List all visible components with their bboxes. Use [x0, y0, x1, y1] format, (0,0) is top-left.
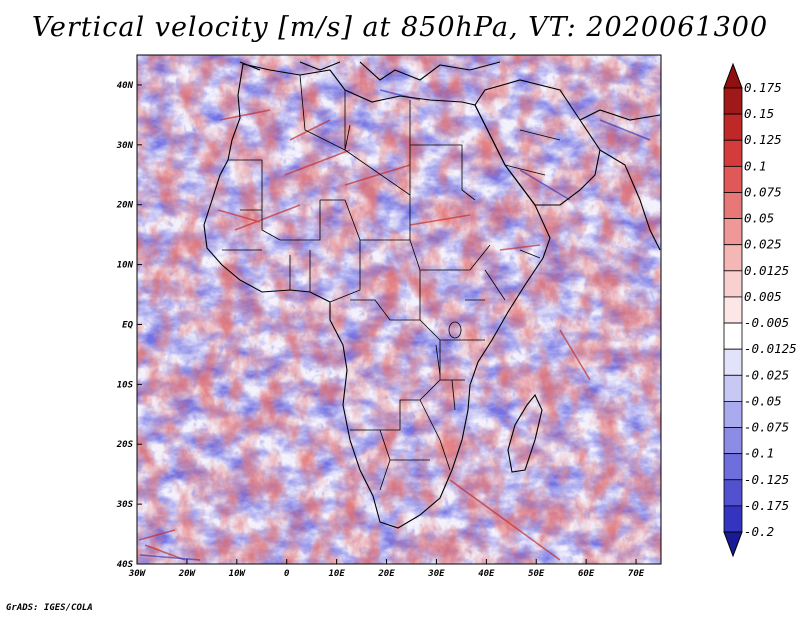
x-axis: 30W 20W 10W 0 10E 20E 30E 40E 50E 60E 70E [128, 559, 645, 579]
strong-descent-streaks [139, 89, 651, 561]
x-tick-label: 20W [178, 569, 197, 579]
colorbar-segment [723, 218, 743, 246]
colorbar: 0.175 0.15 0.125 0.1 0.075 0.05 0.025 0.0125 0.0… [723, 62, 797, 558]
europe-coastline [239, 61, 501, 81]
colorbar-segment [723, 192, 743, 219]
colorbar-segment [723, 453, 743, 481]
colorbar-label: 0.05 [744, 211, 774, 226]
colorbar-segment [723, 401, 743, 428]
y-tick-label: 40N [117, 81, 134, 91]
colorbar-segment [723, 348, 743, 376]
colorbar-label: 0.125 [744, 132, 782, 147]
madagascar-coastline [507, 393, 543, 473]
map-frame [136, 54, 662, 565]
map-title: Vertical velocity [m/s] at 850hPa, VT: 2… [31, 12, 769, 43]
x-tick-label: 10E [328, 569, 345, 579]
x-tick-label: 50E [528, 569, 545, 579]
colorbar-label: 0.0125 [744, 263, 789, 278]
colorbar-segment [723, 296, 743, 324]
x-tick-label: 30W [128, 569, 147, 579]
colorbar-segment [723, 244, 743, 272]
y-axis: 40N 30N 20N 10N EQ 10S 20S 30S 40S [116, 81, 142, 570]
ascent-field [137, 55, 661, 564]
colorbar-segment [723, 427, 743, 455]
colorbar-segment [723, 270, 743, 298]
colorbar-label: 0.1 [744, 158, 767, 173]
y-tick-label: 40S [117, 560, 134, 570]
colorbar-top-arrow [723, 62, 743, 89]
africa-coastline [203, 63, 551, 529]
country-borders [222, 74, 561, 491]
y-tick-label: 30N [116, 141, 134, 151]
colorbar-segment [723, 479, 743, 507]
colorbar-segment [723, 87, 743, 115]
colorbar-label: -0.125 [744, 472, 789, 487]
colorbar-label: -0.1 [744, 446, 774, 461]
x-tick-label: 0 [284, 569, 290, 579]
colorbar-segment [723, 113, 743, 141]
arabia-coastline [474, 79, 601, 206]
colorbar-segment [723, 505, 743, 533]
colorbar-label: -0.005 [744, 315, 789, 330]
colorbar-segment [723, 139, 743, 167]
colorbar-label: -0.05 [744, 393, 782, 408]
colorbar-label: -0.0125 [744, 341, 797, 356]
strong-ascent-streaks [138, 109, 591, 561]
y-tick-label: EQ [122, 320, 133, 330]
rift-lakes [435, 344, 456, 411]
y-tick-label: 30S [116, 500, 134, 510]
y-tick-label: 20N [116, 201, 134, 211]
colorbar-label: 0.15 [744, 106, 774, 121]
colorbar-label: 0.025 [744, 237, 782, 252]
x-tick-label: 60E [578, 569, 595, 579]
map-plot-area [137, 55, 661, 564]
colorbar-label: 0.005 [744, 289, 782, 304]
colorbar-segment [723, 322, 743, 350]
x-tick-label: 20E [377, 569, 395, 579]
grads-credit: GrADS: IGES/COLA [6, 603, 93, 613]
y-tick-label: 10N [117, 261, 134, 271]
colorbar-segment [723, 165, 743, 193]
x-tick-label: 30E [427, 569, 445, 579]
x-tick-label: 10W [229, 569, 247, 579]
colorbar-label: -0.025 [744, 367, 789, 382]
x-tick-label: 40E [478, 569, 495, 579]
colorbar-label: -0.2 [744, 524, 774, 539]
india-coastline [599, 149, 661, 251]
lake-victoria [448, 321, 462, 339]
colorbar-segment [723, 374, 743, 402]
colorbar-label: 0.175 [744, 80, 782, 95]
x-tick-label: 70E [628, 569, 645, 579]
colorbar-label: -0.075 [744, 420, 789, 435]
y-tick-label: 10S [117, 380, 134, 390]
colorbar-bottom-arrow [723, 531, 743, 558]
colorbar-label: -0.175 [744, 498, 789, 513]
persia-coastline [579, 109, 661, 121]
y-tick-label: 20S [116, 440, 134, 450]
colorbar-label: 0.075 [744, 184, 782, 199]
